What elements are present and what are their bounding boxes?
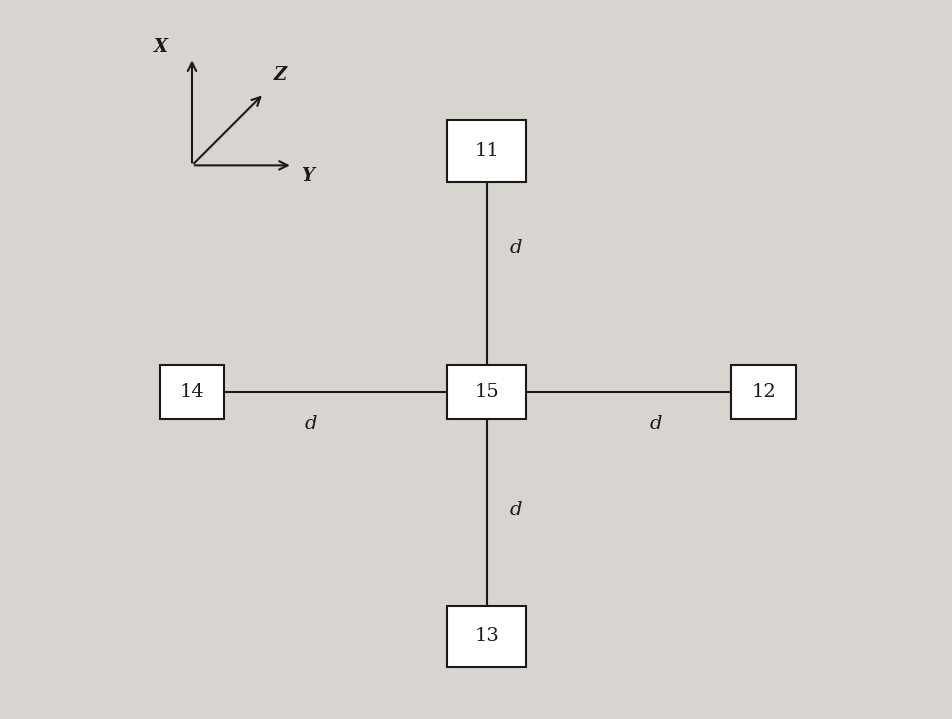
Text: d: d (649, 415, 662, 434)
Text: 13: 13 (474, 627, 499, 646)
Bar (447, 605, 526, 667)
Bar (447, 121, 526, 182)
Text: X: X (154, 37, 169, 56)
Text: d: d (509, 501, 522, 520)
Text: 14: 14 (180, 383, 205, 401)
Text: d: d (509, 239, 522, 257)
Bar (160, 365, 225, 418)
Text: 15: 15 (474, 383, 499, 401)
Text: 12: 12 (751, 383, 776, 401)
Text: d: d (305, 415, 317, 434)
Text: Z: Z (274, 66, 287, 85)
Bar (447, 365, 526, 418)
Text: Y: Y (301, 167, 313, 186)
Bar (731, 365, 796, 418)
Text: 11: 11 (474, 142, 499, 160)
